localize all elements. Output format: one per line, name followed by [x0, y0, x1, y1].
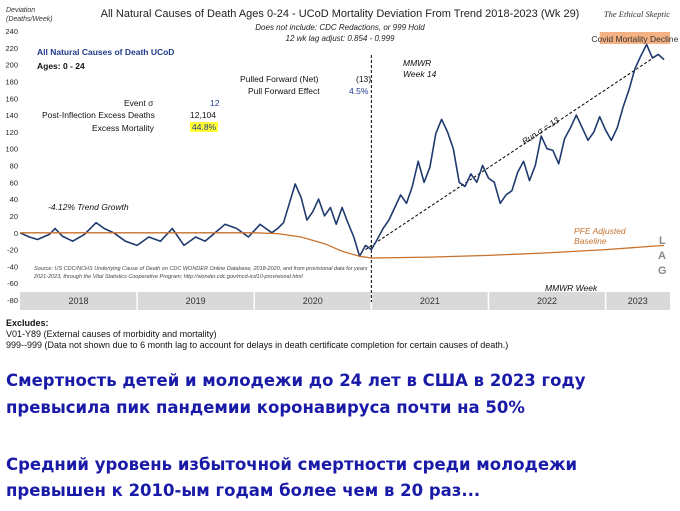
series-line-baseline [20, 232, 665, 259]
y-axis: -80 -60 -40 -20 0 20 40 60 80 100 120 140 160 180 200 2… [5, 7, 52, 305]
y-tick-label: -80 [7, 296, 18, 305]
excludes-heading: Excludes: [6, 318, 49, 328]
caption-line-2: превысила пик пандемии коронавируса почт… [6, 398, 525, 417]
event-value: 12 [210, 98, 220, 108]
source-line-1: Source: US CDC/NCHS Underlying Cause of … [34, 266, 368, 272]
y-tick-label: 140 [5, 111, 18, 120]
x-year-label: 2018 [69, 296, 89, 306]
lag-letter-g: G [658, 265, 667, 277]
caption-line-3: Средний уровень избыточной смертности ср… [6, 455, 578, 474]
x-year-label: 2019 [186, 296, 206, 306]
y-tick-label: 100 [5, 145, 18, 154]
lag-letter-a: A [658, 250, 666, 262]
x-year-label: 2023 [628, 296, 648, 306]
mmwr-week-label: MMWR [403, 58, 432, 68]
caption-line-4: превышен к 2010-ым годам более чем в 20 … [6, 481, 481, 500]
post-inflection-label: Post-Inflection Excess Deaths [42, 110, 155, 120]
y-tick-label: 80 [10, 162, 18, 171]
lag-letter-l: L [659, 235, 666, 247]
y-axis-title: Deviation [6, 7, 35, 14]
excludes-notes: Excludes: V01-Y89 (External causes of mo… [6, 318, 508, 351]
y-tick-label: 240 [5, 27, 18, 36]
series-line-mortality [19, 43, 665, 258]
ages-label: Ages: 0 - 24 [37, 61, 85, 71]
chart-subtitle-1: Does not include: CDC Redactions, or 999… [255, 23, 425, 32]
y-axis-title-unit: (Deaths/Week) [6, 16, 53, 23]
post-inflection-value: 12,104 [190, 110, 216, 120]
y-tick-label: 220 [5, 44, 18, 53]
pulled-forward-value: (13) [356, 74, 372, 84]
y-tick-label: 120 [5, 128, 18, 137]
y-tick-label: -40 [7, 262, 18, 271]
y-tick-label: 200 [5, 61, 18, 70]
excludes-line-1: V01-Y89 (External causes of morbidity an… [6, 329, 217, 339]
mmwr-week-number: Week 14 [403, 69, 437, 79]
x-year-label: 2022 [537, 296, 557, 306]
mmwr-axis-label: MMWR Week [545, 283, 598, 293]
chart-canvas: Covid Mortality Decline -80 -60 -40 -20 0 20 4… [5, 7, 679, 310]
pulled-forward-label: Pulled Forward (Net) [240, 74, 319, 84]
x-year-label: 2021 [420, 296, 440, 306]
y-tick-label: -60 [7, 279, 18, 288]
y-tick-label: -20 [7, 246, 18, 255]
y-tick-label: 60 [10, 178, 18, 187]
pull-forward-effect-value: 4.5% [349, 86, 369, 96]
excess-mortality-value: 44.8% [190, 122, 219, 132]
excess-mortality-label: Excess Mortality [92, 123, 154, 133]
excludes-line-2: 999--999 (Data not shown due to 6 month … [6, 340, 509, 350]
pull-forward-effect-label: Pull Forward Effect [248, 86, 320, 96]
caption-line-1: Смертность детей и молодежи до 24 лет в … [6, 371, 586, 390]
x-year-label: 2020 [303, 296, 323, 306]
covid-decline-label: Covid Mortality Decline [591, 34, 678, 44]
x-axis-band [20, 292, 670, 310]
brand-label: The Ethical Skeptic [604, 9, 670, 19]
y-tick-label: 160 [5, 94, 18, 103]
covid-decline-band [599, 32, 670, 44]
y-tick-label: 0 [14, 229, 18, 238]
y-tick-label: 40 [10, 195, 18, 204]
y-tick-label: 180 [5, 77, 18, 86]
series-title: All Natural Causes of Death UCoD [37, 47, 175, 57]
plot-area [19, 43, 665, 302]
y-tick-label: 20 [10, 212, 18, 221]
trend-growth-label: -4.12% Trend Growth [48, 202, 129, 212]
trend-line [365, 54, 659, 250]
event-label: Event σ [124, 98, 154, 108]
chart-subtitle-2: 12 wk lag adjust: 0.854 - 0.999 [286, 34, 396, 43]
chart-title: All Natural Causes of Death Ages 0-24 - … [101, 8, 580, 20]
baseline-label: PFE Adjusted Baseline [574, 226, 626, 246]
source-line-2: 2021-2023, through the Vital Statistics … [34, 274, 303, 280]
